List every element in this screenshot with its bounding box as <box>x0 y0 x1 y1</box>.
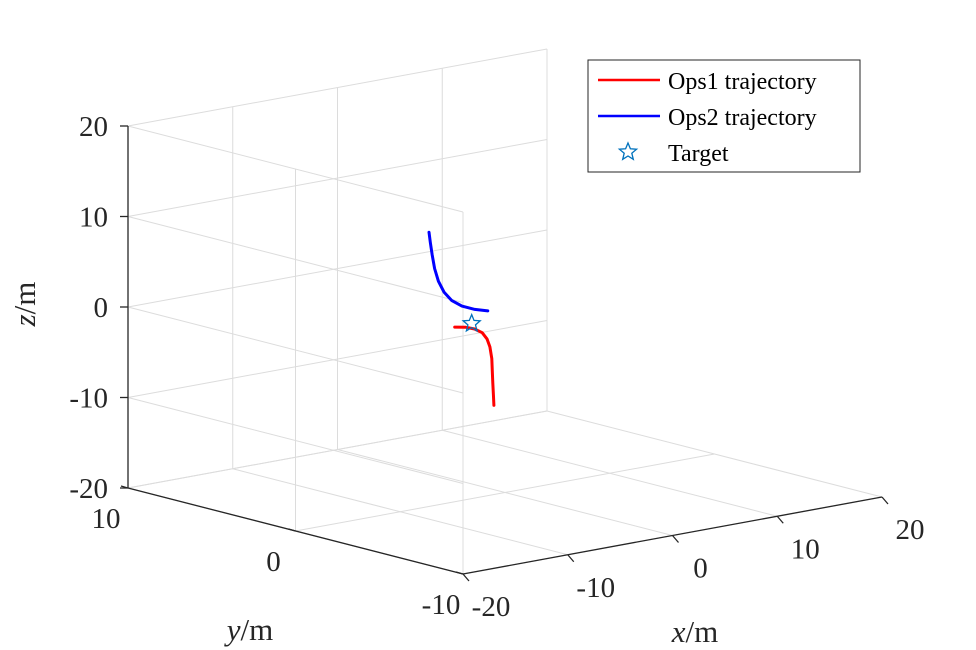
series-layer <box>427 230 496 407</box>
z-axis-label: z/m <box>7 282 42 328</box>
x-tick-label: -10 <box>576 572 615 604</box>
z-tick-label: -20 <box>69 473 108 505</box>
legend-entry-target: Target <box>668 141 729 167</box>
y-axis-label: y/m <box>224 612 274 647</box>
x-tick-mark <box>776 515 784 524</box>
legend: Ops1 trajectory Ops2 trajectory Target <box>587 59 861 173</box>
target-star-marker <box>461 312 482 333</box>
series-line-2 <box>427 230 490 313</box>
z-tick-label: -10 <box>69 383 108 415</box>
z-tick-label: 10 <box>79 202 108 234</box>
series-line-1 <box>453 325 496 407</box>
z-axis-label-unit: /m <box>7 282 42 315</box>
grid-line-sidewall-z <box>127 306 464 394</box>
grid-line-sidewall-z <box>127 397 464 484</box>
x-tick-label: 0 <box>693 553 708 585</box>
y-tick-label: 10 <box>92 503 121 535</box>
axes-layer <box>127 126 883 575</box>
legend-entry-ops1: Ops1 trajectory <box>668 69 817 95</box>
x-tick-mark <box>462 573 470 582</box>
z-tick-label: 0 <box>94 292 109 324</box>
y-tick-label: 0 <box>266 546 281 578</box>
grid-line-sidewall-z <box>127 125 464 213</box>
legend-swatch-target-star-icon <box>617 141 639 161</box>
grid-line-backwall-z <box>127 48 548 127</box>
grid-line-backwall-z <box>127 410 548 489</box>
legend-entry-ops2: Ops2 trajectory <box>668 105 817 131</box>
grid-line-backwall-z <box>127 320 548 398</box>
grid-line-backwall-z <box>127 229 548 308</box>
x-tick-mark <box>567 554 575 563</box>
x-axis-label: x/m <box>671 614 719 649</box>
x-tick-mark <box>881 496 889 505</box>
z-tick-label: 20 <box>79 111 108 143</box>
grid-line-backwall-z <box>127 139 548 217</box>
x-tick-mark <box>672 535 679 543</box>
grid-line-sidewall-z <box>127 216 464 303</box>
y-tick-mark <box>288 528 296 532</box>
z-axis-label-var: z <box>7 314 42 327</box>
y-axis-label-var: y <box>224 612 241 647</box>
x-axis-label-var: x <box>671 614 686 649</box>
x-tick-label: 10 <box>791 533 820 565</box>
x-tick-label: -20 <box>472 591 511 623</box>
x-tick-label: 20 <box>896 514 925 546</box>
y-tick-label: -10 <box>422 589 461 621</box>
x-axis-label-unit: /m <box>686 614 719 649</box>
y-axis-label-unit: /m <box>241 612 274 647</box>
grid-line-floor-y <box>295 453 715 532</box>
y-tick-mark <box>455 571 464 575</box>
